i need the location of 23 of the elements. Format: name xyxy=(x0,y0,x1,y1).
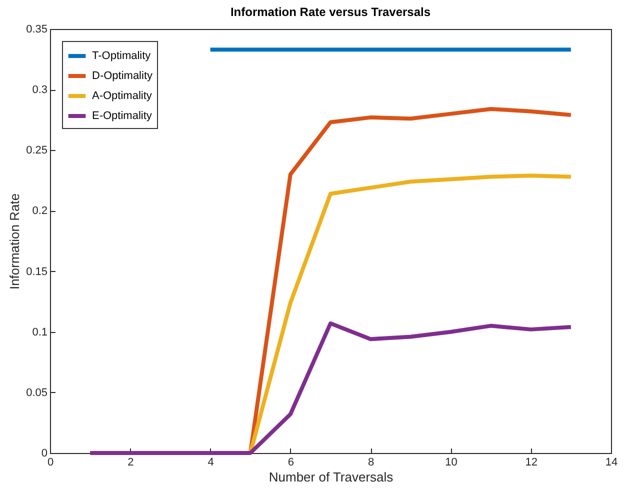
legend-label: A-Optimality xyxy=(92,90,152,102)
y-tick-label: 0 xyxy=(41,448,48,460)
x-tick-label: 10 xyxy=(445,456,458,468)
legend-label: T-Optimality xyxy=(92,50,152,62)
legend-label: E-Optimality xyxy=(92,110,152,122)
x-tick-label: 2 xyxy=(128,456,134,468)
legend-label: D-Optimality xyxy=(92,70,154,82)
y-tick-label: 0.1 xyxy=(32,326,48,338)
line-series xyxy=(88,321,573,455)
y-axis-title: Information Rate xyxy=(7,193,22,290)
y-tick-label: 0.35 xyxy=(26,24,48,36)
y-tick-label: 0.05 xyxy=(26,386,48,399)
y-tick-label: 0.25 xyxy=(26,144,48,157)
y-tick-label: 0.2 xyxy=(32,205,48,218)
chart-title: Information Rate versus Traversals xyxy=(230,5,431,19)
y-tick-label: 0.15 xyxy=(26,266,48,278)
x-tick-label: 4 xyxy=(208,456,214,468)
x-tick-label: 12 xyxy=(525,456,538,468)
x-axis-title: Number of Traversals xyxy=(268,470,394,484)
x-tick-label: 8 xyxy=(368,456,374,468)
x-tick-label: 14 xyxy=(605,456,618,468)
y-tick-label: 0.3 xyxy=(32,84,48,96)
x-tick-label: 6 xyxy=(288,456,294,468)
